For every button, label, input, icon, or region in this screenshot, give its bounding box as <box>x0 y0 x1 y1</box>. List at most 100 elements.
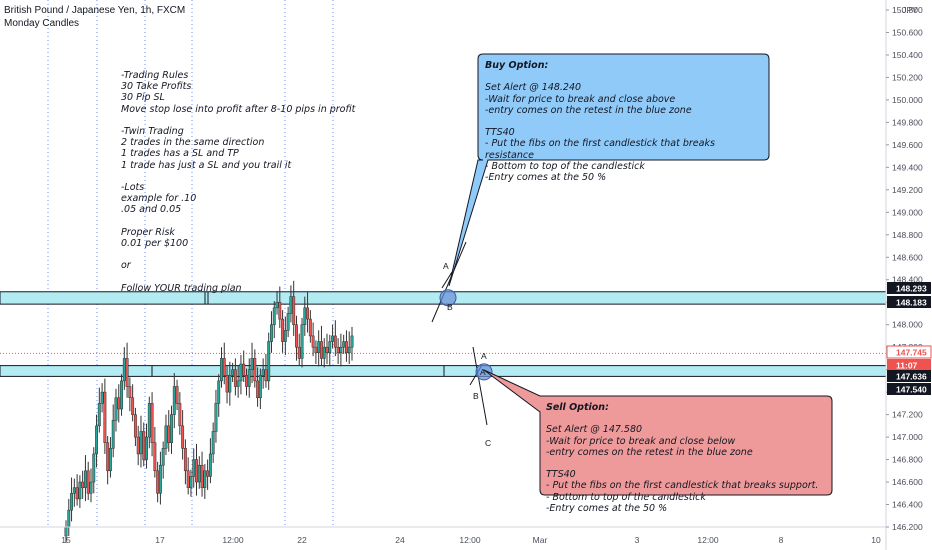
candle-body <box>275 301 279 309</box>
price-label-bg <box>886 345 932 359</box>
candle-body <box>317 341 321 354</box>
sell-line: Set Alert @ 147.580 <box>546 424 643 436</box>
candle-body <box>217 380 221 404</box>
y-tick-label: 150.000 <box>892 95 923 105</box>
price-label: 147.636 <box>896 372 927 382</box>
buy-line: Set Alert @ 148.240 <box>485 82 582 94</box>
buy-option-text: Buy Option: Set Alert @ 148.240 -Wait for … <box>485 60 715 183</box>
candle-body <box>247 369 251 387</box>
candle-body <box>181 425 185 449</box>
candle-body <box>211 431 215 455</box>
candle-body <box>264 369 268 382</box>
sell-option-text: Sell Option: Set Alert @ 147.580 -Wait for… <box>546 402 818 514</box>
candle-body <box>117 397 121 410</box>
drawing-point-label: A <box>480 367 486 377</box>
y-tick-label: 147.000 <box>892 432 923 442</box>
buy-line: Buy Option: <box>485 60 549 71</box>
price-axis-bg <box>886 0 932 550</box>
sell-line <box>546 458 818 469</box>
candle-body <box>261 369 265 376</box>
buy-line: -Entry comes at the 50 % <box>485 172 607 183</box>
candle-body <box>347 346 351 354</box>
candle-body <box>283 330 287 342</box>
y-tick-label: 149.200 <box>892 185 923 195</box>
candle-body <box>178 403 182 427</box>
notes-line: Move stop lose into profit after 8-10 pi… <box>121 103 356 115</box>
candle-body <box>300 324 304 359</box>
buy-line <box>485 71 715 82</box>
y-tick-label: 148.600 <box>892 252 923 262</box>
notes-line <box>121 171 355 182</box>
notes-line <box>121 115 355 126</box>
candle-body <box>208 453 212 477</box>
candle-body <box>186 470 190 488</box>
price-label-bg <box>887 359 931 371</box>
candle-body <box>95 425 98 455</box>
notes-line: example for .10 <box>121 193 197 205</box>
sell-line: - Put the fibs on the first candlestick … <box>546 480 819 492</box>
candle-body <box>272 307 276 325</box>
price-label: 147.540 <box>896 385 927 395</box>
notes-line: -Trading Rules <box>121 70 189 81</box>
price-label-bg <box>887 282 931 294</box>
candle-body <box>72 487 76 494</box>
y-tick-label: 150.800 <box>892 5 923 15</box>
candle-body <box>258 375 262 398</box>
notes-line: Follow YOUR trading plan <box>121 282 242 294</box>
candle-body <box>336 346 340 354</box>
y-tick-label: 149.400 <box>892 162 923 172</box>
candle-body <box>111 419 115 449</box>
candle-body <box>89 481 93 494</box>
y-tick-label: 149.600 <box>892 140 923 150</box>
buy-line: -Wait for price to break and close above <box>485 93 676 105</box>
candle-body <box>306 307 310 320</box>
notes-line <box>121 272 355 283</box>
candle-body <box>108 448 112 472</box>
notes-line: 2 trades in the same direction <box>121 137 265 149</box>
price-label: 148.293 <box>896 284 927 294</box>
candle-body <box>231 369 235 376</box>
time-axis[interactable]: 15 17 12:00 22 24 12:00 Mar 3 12:00 8 10 <box>0 526 886 545</box>
drawing-point-label: B <box>447 302 453 312</box>
candle-body <box>86 470 90 494</box>
candle-body <box>322 346 326 359</box>
x-tick-label: 24 <box>395 535 405 545</box>
candle-body <box>225 375 229 393</box>
candle-body <box>267 341 271 382</box>
buy-line: - Bottom to top of the candlestick <box>485 160 645 172</box>
candle-body <box>289 296 293 314</box>
x-tick-label: 12:00 <box>697 535 719 545</box>
candle-body <box>75 487 79 500</box>
notes-line: 0.01 per $100 <box>121 238 189 249</box>
notes-line <box>121 249 355 260</box>
notes-line: 1 trades has a SL and TP <box>121 148 239 160</box>
candle-body <box>320 341 323 359</box>
candle-body <box>145 436 148 460</box>
candle-body <box>189 476 193 488</box>
candle-body <box>256 380 260 398</box>
y-tick-label: 148.000 <box>892 320 923 330</box>
buy-line: resistance <box>485 149 534 161</box>
y-tick-label: 150.400 <box>892 50 923 60</box>
candle-body <box>161 448 165 466</box>
candle-body <box>295 324 298 348</box>
buy-line <box>485 116 715 127</box>
candle-body <box>206 470 210 477</box>
symbol-title[interactable]: British Pound / Japanese Yen, 1h, FXCM <box>4 5 186 16</box>
x-tick-label: 12:00 <box>222 535 244 545</box>
notes-line: 1 trade has just a SL and you trail it <box>121 159 292 171</box>
candle-body <box>92 453 96 483</box>
indicator-name[interactable]: Monday Candles <box>4 18 80 29</box>
price-label: 148.183 <box>896 298 927 308</box>
sell-line: TTS40 <box>546 469 576 481</box>
y-tick-label: 147.200 <box>892 410 923 420</box>
candle-body <box>303 307 307 325</box>
candle-body <box>153 442 157 472</box>
candle-body <box>350 335 354 348</box>
x-tick-label: 22 <box>297 535 307 545</box>
notes-line: 30 Pip SL <box>121 92 165 104</box>
price-label: 11:07 <box>896 361 918 371</box>
y-tick-label: 146.600 <box>892 477 923 487</box>
